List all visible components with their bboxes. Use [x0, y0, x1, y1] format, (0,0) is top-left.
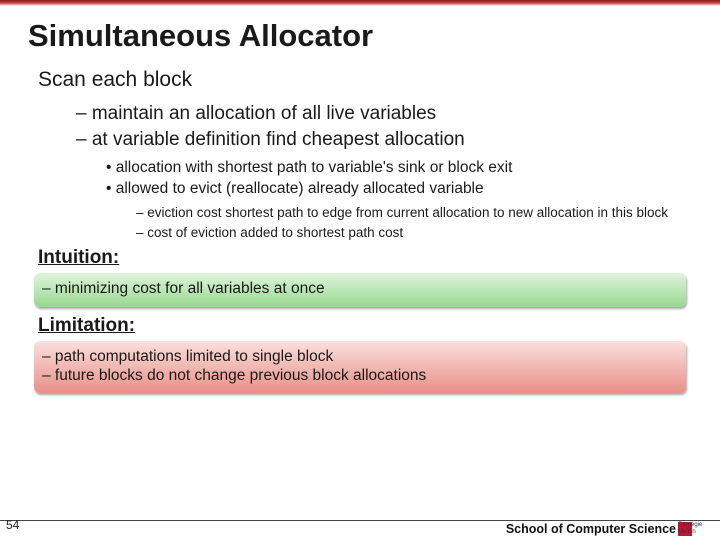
slide-footer: 54 School of Computer Science CarnegieMe… — [0, 514, 720, 540]
bullet-level1: at variable definition find cheapest all… — [76, 128, 692, 152]
footer-divider — [0, 520, 720, 521]
bullet-level3: cost of eviction added to shortest path … — [136, 224, 692, 242]
limitation-item: – path computations limited to single bl… — [42, 347, 678, 366]
limitation-item: – future blocks do not change previous b… — [42, 366, 678, 385]
limitation-box: – path computations limited to single bl… — [34, 341, 686, 394]
intuition-item: – minimizing cost for all variables at o… — [42, 279, 678, 298]
intuition-box: – minimizing cost for all variables at o… — [34, 273, 686, 306]
bullet-level1: maintain an allocation of all live varia… — [76, 102, 692, 126]
scan-subtitle: Scan each block — [38, 68, 692, 92]
bullet-level3: eviction cost shortest path to edge from… — [136, 204, 692, 222]
bullet-level2: allowed to evict (reallocate) already al… — [106, 179, 692, 198]
cmu-logo: CarnegieMellon — [678, 522, 714, 536]
slide-number: 54 — [6, 518, 19, 532]
cmu-logo-text: CarnegieMellon — [678, 522, 702, 536]
limitation-label: Limitation: — [38, 315, 692, 337]
top-gradient-bar — [0, 0, 720, 6]
bullet-level2: allocation with shortest path to variabl… — [106, 158, 692, 177]
slide-content: Simultaneous Allocator Scan each block m… — [0, 0, 720, 393]
footer-school: School of Computer Science — [506, 522, 676, 536]
intuition-label: Intuition: — [38, 247, 692, 269]
slide-title: Simultaneous Allocator — [28, 18, 692, 54]
